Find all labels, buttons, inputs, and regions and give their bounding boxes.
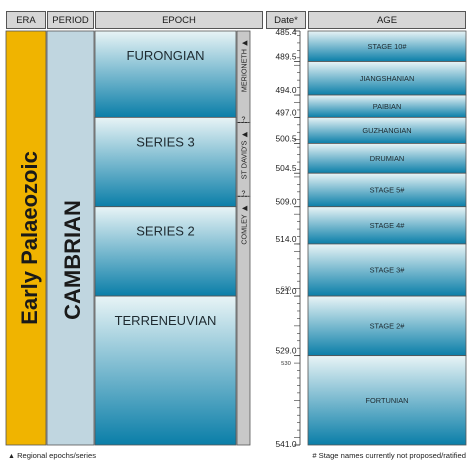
epoch-cell <box>94 295 237 446</box>
age-cell <box>307 295 467 357</box>
date-label: 497.0 <box>276 107 297 117</box>
footnote-regional-text: Regional epochs/series <box>17 451 96 460</box>
header-era: ERA <box>6 11 46 29</box>
regional-series-label: COMLEY <box>240 214 249 245</box>
age-cell <box>307 172 467 208</box>
regional-series-label: MERIONETH <box>240 49 249 92</box>
footnote-stages: # Stage names currently not proposed/rat… <box>312 451 466 460</box>
date-label: 485.4 <box>276 27 297 37</box>
age-label: STAGE 2# <box>370 321 406 330</box>
age-label: PAIBIAN <box>373 102 402 111</box>
epoch-label: SERIES 3 <box>136 134 195 149</box>
age-label: FORTUNIAN <box>366 396 409 405</box>
age-label: STAGE 3# <box>370 266 406 275</box>
age-label: JIANGSHANIAN <box>360 74 415 83</box>
age-cell <box>307 30 467 62</box>
uncertain-boundary-marker: ? <box>242 117 246 124</box>
epoch-label: SERIES 2 <box>136 224 195 239</box>
triangle-icon: ▲ <box>241 131 249 137</box>
period-label: CAMBRIAN <box>60 200 85 320</box>
date-minor-label: 530 <box>281 361 291 367</box>
date-label: 504.5 <box>276 163 297 173</box>
header-period: PERIOD <box>47 11 94 29</box>
epoch-group: FURONGIAN SERIES 3 SERIES 2 TERRENEUVIAN <box>94 30 237 446</box>
date-axis: 485.4 489.5 494.0 497.0 500.5 504.5 509.0 514.0… <box>276 27 301 449</box>
triangle-icon: ▲ <box>8 453 15 460</box>
period-band <box>46 30 95 446</box>
date-label: 509.0 <box>276 197 297 207</box>
footnote-regional: ▲ Regional epochs/series <box>8 451 96 460</box>
triangle-icon: ▲ <box>241 40 249 46</box>
age-group: STAGE 10# JIANGSHANIAN PAIBIAN GUZHANGIAN DR… <box>307 30 467 446</box>
date-label: 494.0 <box>276 85 297 95</box>
epoch-cell <box>94 206 237 297</box>
age-label: STAGE 5# <box>370 186 406 195</box>
age-cell <box>307 355 467 446</box>
age-cell <box>307 61 467 96</box>
era-band <box>5 30 47 446</box>
age-cell <box>307 116 467 144</box>
age-label: DRUMIAN <box>370 154 405 163</box>
age-label: GUZHANGIAN <box>362 126 411 135</box>
date-label: 500.5 <box>276 133 297 143</box>
epoch-label: TERRENEUVIAN <box>115 313 217 328</box>
epoch-cell <box>94 116 237 208</box>
date-minor-label: 520 <box>281 287 291 293</box>
triangle-icon: ▲ <box>241 205 249 211</box>
date-label: 489.5 <box>276 52 297 62</box>
header-epoch: EPOCH <box>95 11 263 29</box>
regional-series-group: ▲ MERIONETH ▲ ST DAVID'S ▲ COMLEY?? <box>236 30 251 446</box>
age-label: STAGE 4# <box>370 221 406 230</box>
age-label: STAGE 10# <box>368 42 408 51</box>
era-label: Early Palaeozoic <box>17 151 42 325</box>
date-label: 521.0 <box>276 286 297 296</box>
date-label: 529.0 <box>276 346 297 356</box>
header-date: Date* <box>266 11 306 29</box>
regional-series-label: ST DAVID'S <box>240 140 249 179</box>
epoch-label: FURONGIAN <box>127 48 205 63</box>
uncertain-boundary-marker: ? <box>242 190 246 197</box>
epoch-cell <box>94 30 237 118</box>
date-label: 541.0 <box>276 439 297 449</box>
date-label: 514.0 <box>276 234 297 244</box>
header-age: AGE <box>308 11 466 29</box>
